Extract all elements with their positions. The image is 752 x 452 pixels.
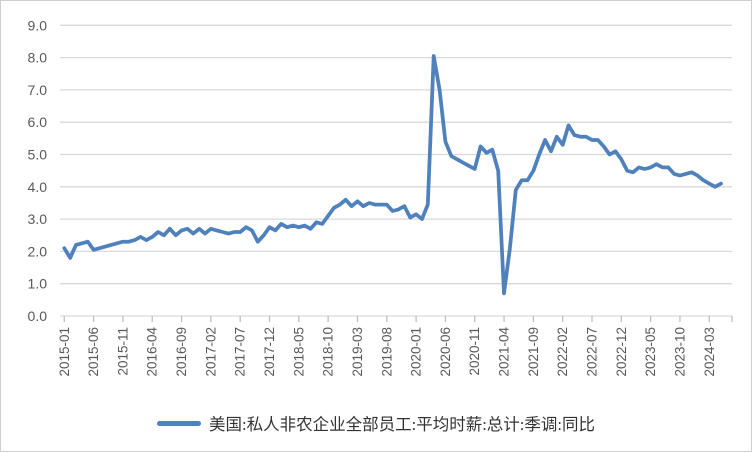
x-axis-tick-label: 2017-07 xyxy=(233,327,248,377)
x-axis-tick-label: 2020-06 xyxy=(438,327,453,377)
legend-series-label: 美国:私人非农企业全部员工:平均时薪:总计:季调:同比 xyxy=(209,415,595,434)
x-axis-tick-label: 2018-05 xyxy=(291,327,306,377)
y-axis-tick-label: 8.0 xyxy=(28,50,48,66)
x-axis-tick-label: 2015-11 xyxy=(115,327,130,376)
y-axis-tick-label: 1.0 xyxy=(28,276,48,292)
x-axis-tick-label: 2017-12 xyxy=(262,327,277,377)
x-axis-tick-label: 2019-03 xyxy=(350,327,365,377)
x-axis-tick-label: 2019-08 xyxy=(379,327,394,377)
series-line xyxy=(62,54,723,296)
x-axis-tick-label: 2022-02 xyxy=(555,327,570,377)
x-axis-tick-label: 2015-06 xyxy=(86,327,101,377)
x-axis-tick-label: 2015-01 xyxy=(57,327,72,377)
y-axis-tick-label: 7.0 xyxy=(28,82,48,98)
x-axis-tick-label: 2020-01 xyxy=(409,327,424,377)
x-axis-tick-label: 2023-10 xyxy=(672,327,687,377)
y-axis-tick-label: 3.0 xyxy=(28,211,48,227)
y-axis-tick-label: 6.0 xyxy=(28,114,48,130)
y-axis-tick-label: 9.0 xyxy=(28,17,48,33)
y-axis-tick-label: 0.0 xyxy=(28,308,48,324)
x-axis-tick-label: 2021-09 xyxy=(526,327,541,377)
y-axis-tick-label: 5.0 xyxy=(28,147,48,163)
legend: 美国:私人非农企业全部员工:平均时薪:总计:季调:同比 xyxy=(1,411,751,435)
x-axis-tick-label: 2016-09 xyxy=(174,327,189,377)
x-axis-tick-label: 2017-02 xyxy=(203,327,218,377)
x-axis-tick-label: 2021-04 xyxy=(497,327,512,377)
x-axis-tick-label: 2020-11 xyxy=(467,327,482,376)
y-axis-tick-label: 4.0 xyxy=(28,179,48,195)
legend-line-swatch xyxy=(157,420,202,426)
x-axis-tick-label: 2016-04 xyxy=(145,327,160,377)
y-axis-tick-label: 2.0 xyxy=(28,243,48,259)
x-axis-tick-label: 2018-10 xyxy=(321,327,336,377)
x-axis-tick-label: 2024-03 xyxy=(702,327,717,377)
x-axis-tick-label: 2023-05 xyxy=(643,327,658,377)
x-axis-tick-label: 2022-12 xyxy=(614,327,629,377)
x-axis-tick-label: 2022-07 xyxy=(584,327,599,377)
